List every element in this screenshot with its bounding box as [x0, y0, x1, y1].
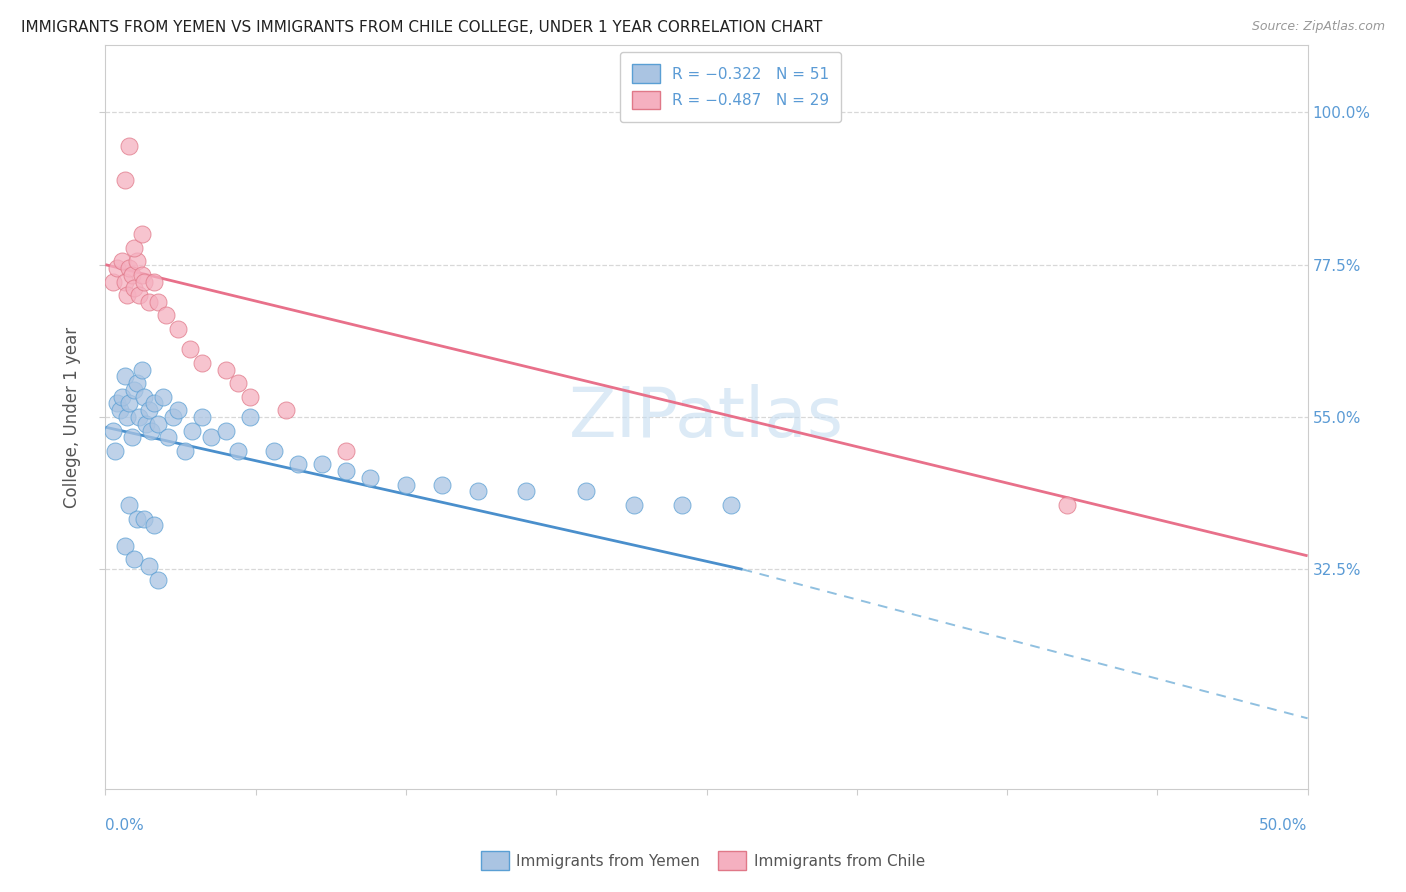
Point — [148, 294, 170, 309]
Point — [111, 254, 134, 268]
Point — [104, 443, 127, 458]
Point — [118, 396, 141, 410]
Text: ZIPatlas: ZIPatlas — [569, 384, 844, 450]
Point — [166, 322, 188, 336]
Point — [114, 369, 136, 384]
Point — [623, 498, 645, 512]
Point — [131, 227, 153, 242]
Point — [128, 410, 150, 425]
Point — [118, 261, 141, 276]
Point — [125, 254, 148, 268]
Text: 50.0%: 50.0% — [1260, 818, 1308, 832]
Point — [132, 511, 155, 525]
Point — [108, 403, 131, 417]
Point — [138, 294, 160, 309]
Point — [111, 390, 134, 404]
Point — [156, 430, 179, 444]
Point — [139, 424, 162, 438]
Point — [214, 362, 236, 376]
Point — [274, 403, 297, 417]
Point — [263, 443, 285, 458]
Point — [107, 396, 129, 410]
Point — [121, 268, 143, 282]
Point — [131, 362, 153, 376]
Point — [1056, 498, 1078, 512]
Point — [118, 498, 141, 512]
Point — [359, 471, 381, 485]
Point — [190, 410, 212, 425]
Point — [131, 268, 153, 282]
Point — [142, 275, 165, 289]
Point — [142, 396, 165, 410]
Point — [125, 511, 148, 525]
Point — [138, 403, 160, 417]
Point — [239, 390, 262, 404]
Point — [107, 261, 129, 276]
Point — [115, 288, 138, 302]
Point — [138, 558, 160, 574]
Point — [114, 539, 136, 553]
Point — [239, 410, 262, 425]
Point — [467, 484, 489, 499]
Point — [179, 343, 201, 357]
Text: Source: ZipAtlas.com: Source: ZipAtlas.com — [1251, 20, 1385, 33]
Point — [671, 498, 693, 512]
Point — [311, 458, 333, 472]
Point — [101, 275, 124, 289]
Point — [335, 464, 357, 478]
Point — [335, 443, 357, 458]
Text: IMMIGRANTS FROM YEMEN VS IMMIGRANTS FROM CHILE COLLEGE, UNDER 1 YEAR CORRELATION: IMMIGRANTS FROM YEMEN VS IMMIGRANTS FROM… — [21, 20, 823, 35]
Point — [395, 477, 418, 491]
Text: 0.0%: 0.0% — [105, 818, 145, 832]
Point — [114, 275, 136, 289]
Point — [115, 410, 138, 425]
Point — [125, 376, 148, 391]
Point — [173, 443, 195, 458]
Point — [200, 430, 222, 444]
Point — [287, 458, 309, 472]
Point — [124, 552, 146, 566]
Point — [226, 376, 249, 391]
Point — [226, 443, 249, 458]
Point — [128, 288, 150, 302]
Point — [515, 484, 537, 499]
Point — [720, 498, 742, 512]
Point — [132, 390, 155, 404]
Point — [148, 573, 170, 587]
Point — [135, 417, 157, 431]
Legend: Immigrants from Yemen, Immigrants from Chile: Immigrants from Yemen, Immigrants from C… — [475, 846, 931, 876]
Point — [166, 403, 188, 417]
Legend: R = −0.322   N = 51, R = −0.487   N = 29: R = −0.322 N = 51, R = −0.487 N = 29 — [620, 53, 841, 121]
Point — [124, 281, 146, 295]
Point — [124, 241, 146, 255]
Point — [114, 173, 136, 187]
Point — [148, 417, 170, 431]
Point — [101, 424, 124, 438]
Point — [162, 410, 184, 425]
Point — [214, 424, 236, 438]
Point — [575, 484, 598, 499]
Point — [121, 430, 143, 444]
Point — [181, 424, 204, 438]
Point — [430, 477, 453, 491]
Point — [190, 356, 212, 370]
Point — [155, 309, 177, 323]
Point — [142, 518, 165, 533]
Point — [152, 390, 174, 404]
Point — [124, 383, 146, 397]
Point — [132, 275, 155, 289]
Point — [118, 139, 141, 153]
Y-axis label: College, Under 1 year: College, Under 1 year — [63, 326, 82, 508]
